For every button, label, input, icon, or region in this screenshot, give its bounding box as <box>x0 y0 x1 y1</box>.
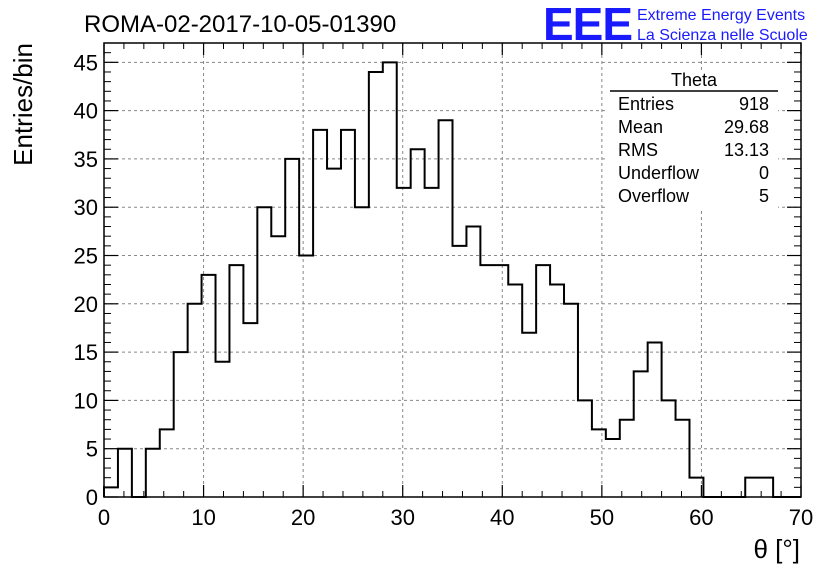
stats-box: Theta Entries 918 Mean 29.68 RMS 13.13 Underfl… <box>608 70 778 210</box>
histogram-bin <box>327 169 341 497</box>
histogram-bin <box>174 352 188 497</box>
y-tick-label: 35 <box>74 147 98 172</box>
x-tick-label: 40 <box>490 505 514 530</box>
histogram-bin <box>550 284 564 497</box>
y-tick-label: 25 <box>74 244 98 269</box>
histogram-bin <box>648 342 662 497</box>
histogram-bin <box>508 284 522 497</box>
stats-row-value: 0 <box>759 163 769 183</box>
histogram-bin <box>662 400 676 497</box>
stats-box-title: Theta <box>671 70 718 90</box>
stats-row-label: Overflow <box>618 186 690 206</box>
x-tick-label: 70 <box>789 505 813 530</box>
histogram-bin <box>425 188 439 497</box>
histogram-bin <box>285 159 299 497</box>
stats-row-label: Mean <box>618 117 663 137</box>
histogram-bin <box>564 304 578 497</box>
x-tick-label: 60 <box>689 505 713 530</box>
y-tick-label: 5 <box>86 437 98 462</box>
eee-logo: EEE Extreme Energy Events La Scienza nel… <box>543 0 808 50</box>
histogram-outline <box>103 61 801 498</box>
y-tick-label: 15 <box>74 340 98 365</box>
histogram-bin <box>536 265 550 497</box>
histogram-bin <box>257 207 271 497</box>
y-tick-label: 30 <box>74 195 98 220</box>
histogram-bin <box>243 323 257 497</box>
x-tick-label: 30 <box>390 505 414 530</box>
histogram-bin <box>397 188 411 497</box>
histogram-bin <box>439 120 453 497</box>
histogram-bin <box>146 449 160 497</box>
stats-row-value: 29.68 <box>724 117 769 137</box>
eee-logo-line2: La Scienza nelle Scuole <box>637 27 808 44</box>
histogram-bin <box>216 362 230 497</box>
y-tick-label: 20 <box>74 292 98 317</box>
histogram-bin <box>606 439 620 497</box>
stats-row-label: Underflow <box>618 163 700 183</box>
histogram-bin <box>411 149 425 497</box>
stats-row-value: 918 <box>739 94 769 114</box>
x-tick-label: 10 <box>191 505 215 530</box>
histogram-bin <box>676 420 690 497</box>
histogram-bin <box>466 227 480 497</box>
y-axis-title: Entries/bin <box>8 43 38 166</box>
histogram-bin <box>453 246 467 497</box>
histogram-bin <box>341 130 355 497</box>
x-tick-label: 50 <box>590 505 614 530</box>
histogram-bin <box>620 420 634 497</box>
y-tick-label: 40 <box>74 99 98 124</box>
histogram-bin <box>104 487 118 497</box>
histogram-bin <box>355 207 369 497</box>
histogram-bin <box>480 265 494 497</box>
y-tick-label: 10 <box>74 388 98 413</box>
y-tick-label: 0 <box>86 485 98 510</box>
histogram-bin <box>188 304 202 497</box>
y-tick-label: 45 <box>74 50 98 75</box>
histogram-bin <box>369 72 383 497</box>
stats-row-label: RMS <box>618 140 658 160</box>
histogram-bin <box>383 62 397 497</box>
eee-logo-mark: EEE <box>543 0 632 50</box>
eee-logo-line1: Extreme Energy Events <box>637 7 805 24</box>
x-tick-label: 0 <box>98 505 110 530</box>
histogram-bin <box>313 130 327 497</box>
stats-row-value: 5 <box>759 186 769 206</box>
histogram-bin <box>494 265 508 497</box>
histogram-bin <box>118 449 132 497</box>
histogram-series <box>103 61 801 498</box>
histogram-bin <box>229 265 243 497</box>
stats-row-label: Entries <box>618 94 674 114</box>
histogram-bin <box>578 400 592 497</box>
plot-frame <box>103 42 802 498</box>
x-axis-title: θ [°] <box>753 534 800 564</box>
histogram-bin <box>299 256 313 497</box>
histogram-bin <box>202 275 216 497</box>
stats-row-value: 13.13 <box>724 140 769 160</box>
histogram-bin <box>160 429 174 497</box>
histogram-bin <box>522 333 536 497</box>
histogram-bin <box>592 429 606 497</box>
histogram-bin <box>634 371 648 497</box>
histogram-bin <box>745 478 759 497</box>
chart-title: ROMA-02-2017-10-05-01390 <box>84 11 396 38</box>
histogram-bin <box>271 236 285 497</box>
x-tick-label: 20 <box>291 505 315 530</box>
